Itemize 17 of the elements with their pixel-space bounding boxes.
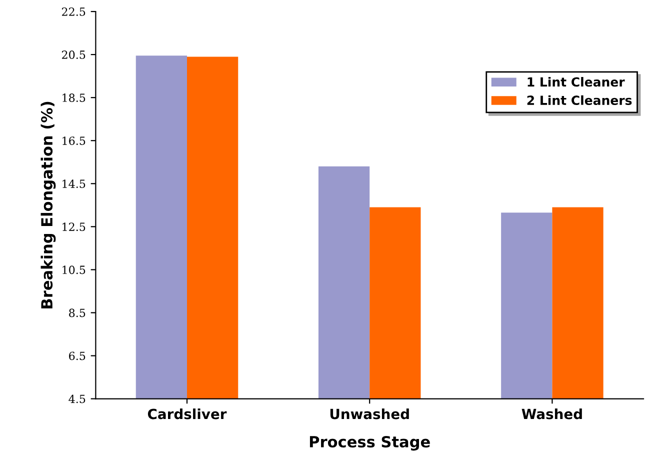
- x-tick-label: Unwashed: [330, 408, 409, 420]
- y-tick-label: 4.5: [68, 394, 86, 404]
- x-axis-title: Process Stage: [310, 436, 430, 451]
- y-tick-label: 14.5: [62, 180, 86, 188]
- x-tick-label: Cardsliver: [148, 408, 227, 420]
- y-tick-label: 22.5: [62, 8, 86, 16]
- y-tick-label: 8.5: [69, 308, 86, 318]
- legend-label: 2 Lint Cleaners: [527, 95, 632, 106]
- y-tick-label: 6.5: [69, 352, 86, 360]
- y-tick-label: 12.5: [62, 222, 86, 232]
- y-tick-label: 16.5: [62, 136, 86, 145]
- y-axis-title: Breaking Elongation (%): [40, 102, 56, 308]
- y-tick-label: 20.5: [62, 50, 86, 59]
- y-tick-label: 10.5: [62, 266, 86, 274]
- y-tick-label: 18.5: [62, 94, 86, 102]
- legend-label: 1 Lint Cleaner: [528, 76, 625, 87]
- x-tick-label: Washed: [522, 408, 582, 420]
